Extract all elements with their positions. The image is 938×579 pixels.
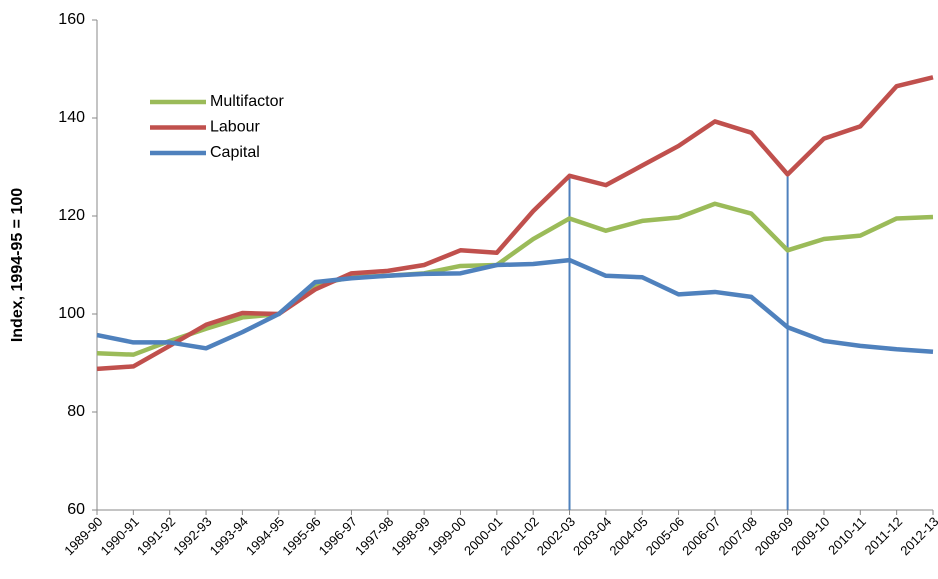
x-tick-label: 2001-02 [497,514,541,558]
x-tick-label: 1990-91 [98,514,142,558]
x-tick-label: 2009-10 [788,514,832,558]
y-tick-label: 160 [58,11,85,28]
x-tick-label: 1994-95 [243,514,287,558]
x-tick-label: 1991-92 [134,514,178,558]
x-tick-label: 1992-93 [170,514,214,558]
x-tick-label: 2011-12 [862,514,906,558]
x-tick-label: 1996-97 [316,514,360,558]
x-tick-label: 2007-08 [715,514,759,558]
x-tick-label: 2003-04 [570,514,614,558]
x-tick-label: 2008-09 [752,514,796,558]
data-line [96,201,934,357]
legend-label: Multifactor [210,93,284,110]
y-tick-label: 120 [58,207,85,224]
y-tick-label: 100 [58,305,85,322]
y-tick-label: 60 [67,501,85,518]
data-line [96,257,934,354]
x-tick-label: 2010-11 [825,514,869,558]
legend-label: Capital [210,144,260,161]
x-tick-label: 2006-07 [679,514,723,558]
x-tick-label: 1998-99 [388,514,432,558]
legend-label: Labour [210,119,260,136]
x-tick-label: 2002-03 [534,514,578,558]
x-tick-label: 1989-90 [61,514,105,558]
x-tick-label: 1999-00 [425,514,469,558]
x-tick-label: 2000-01 [461,514,505,558]
y-tick-label: 80 [67,403,85,420]
x-tick-label: 1997-98 [352,514,396,558]
x-tick-label: 1993-94 [207,514,251,558]
x-tick-label: 2005-06 [643,514,687,558]
y-axis-label: Index, 1994-95 = 100 [9,188,26,342]
x-tick-label: 2004-05 [606,514,650,558]
data-line [96,75,934,372]
x-tick-label: 1995-96 [279,514,323,558]
y-tick-label: 140 [58,109,85,126]
x-tick-label: 2012-13 [897,514,938,558]
